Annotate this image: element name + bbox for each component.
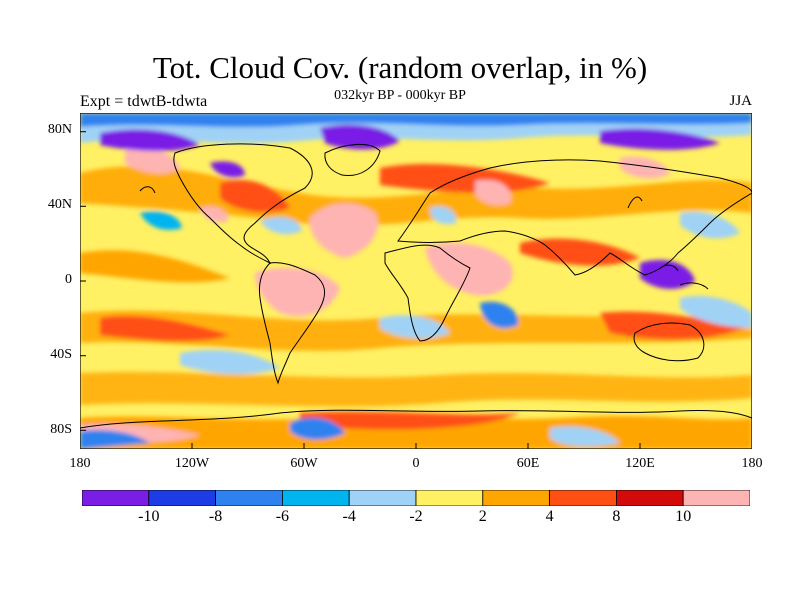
season-label: JJA [729, 93, 752, 109]
lon-label-180e: 180 [741, 456, 763, 471]
colorbar-box [82, 490, 150, 506]
experiment-label: Expt = tdwtB-tdwta [80, 93, 208, 110]
colorbar-label: -8 [208, 508, 223, 525]
colorbar-box [215, 490, 283, 506]
colorbar-label: 10 [675, 508, 692, 525]
colorbar-box [482, 490, 550, 506]
lon-label-60w: 60W [290, 456, 318, 471]
colorbar-box [348, 490, 417, 506]
colorbar-box [549, 490, 617, 506]
lat-label-40n: 40N [47, 197, 72, 212]
colorbar-box [281, 490, 350, 506]
colorbar-label: -6 [275, 508, 290, 525]
colorbar-label: -2 [409, 508, 423, 525]
lon-label-60e: 60E [516, 456, 540, 471]
lat-label-40s: 40S [50, 347, 72, 362]
map-title: Tot. Cloud Cov. (random overlap, in %) [152, 50, 648, 85]
colorbar-box [148, 490, 217, 506]
cloud-cover-map [80, 113, 752, 449]
lon-label-180w: 180 [69, 456, 91, 471]
colorbar-label: 8 [612, 508, 621, 525]
colorbar-box [616, 490, 684, 506]
axis-ticks [80, 131, 641, 449]
colorbar-label: 4 [545, 508, 554, 525]
colorbar-label: -10 [138, 508, 160, 525]
colorbar-label: -4 [342, 508, 356, 525]
lon-label-0: 0 [412, 456, 420, 471]
lon-label-120w: 120W [174, 456, 210, 471]
map-subtitle: 032kyr BP - 000kyr BP [334, 88, 466, 103]
lat-label-eq: 0 [65, 272, 72, 287]
colorbar [82, 490, 750, 506]
colorbar-box [682, 490, 750, 506]
colorbar-label: 2 [478, 508, 487, 525]
lon-label-120e: 120E [625, 456, 655, 471]
coastlines [80, 143, 752, 429]
lat-label-80n: 80N [47, 122, 72, 137]
colorbar-box [415, 490, 484, 506]
lat-label-80s: 80S [50, 422, 72, 437]
